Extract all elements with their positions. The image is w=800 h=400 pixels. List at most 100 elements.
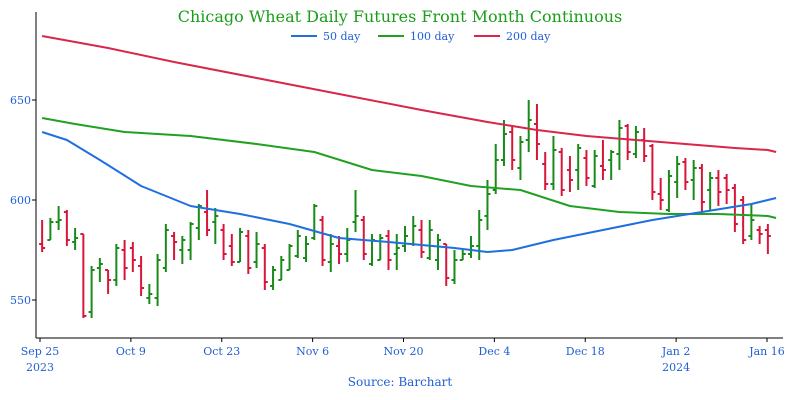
ohlc-bar (187, 222, 194, 260)
ma50-line (41, 131, 777, 253)
ohlc-bar (731, 184, 738, 232)
ohlc-bar (55, 206, 62, 230)
ohlc-bar (327, 234, 334, 272)
source-label: Source: Barchart (348, 375, 453, 389)
ohlc-bar (624, 124, 631, 160)
ohlc-bar (171, 232, 178, 260)
legend-item-ma100: 100 day (378, 30, 455, 43)
x-tick-label: Nov 6 (296, 345, 329, 358)
x-tick-label: Jan 2 (661, 345, 691, 358)
ma100-line (41, 117, 777, 219)
ohlc-bar (657, 178, 664, 210)
ohlc-bar (764, 224, 771, 254)
ohlc-bar (558, 148, 565, 196)
y-tick-label: 600 (10, 194, 31, 207)
legend-label: 100 day (410, 30, 455, 43)
ohlc-bar (649, 144, 656, 200)
ohlc-bar (500, 120, 507, 166)
ohlc-bar (748, 204, 755, 240)
x-axis-ticks: Sep 25 2023 Oct 9 Oct 23 Nov 6 Nov 20 Dec 4 Dec… (21, 338, 785, 374)
ohlc-bar (369, 234, 376, 266)
ohlc-bar (96, 258, 103, 282)
ohlc-bar (393, 234, 400, 270)
x-tick-year-label: 2024 (662, 361, 690, 374)
ohlc-bar (105, 269, 112, 294)
ohlc-bar (566, 156, 573, 192)
ohlc-bar (690, 160, 697, 200)
ohlc-bar (682, 158, 689, 190)
ohlc-bar (129, 242, 136, 272)
ohlc-bar (418, 220, 425, 258)
ohlc-bar (616, 120, 623, 170)
legend-item-ma50: 50 day (291, 30, 361, 43)
ohlc-bar (459, 250, 466, 261)
ohlc-bar (756, 226, 763, 244)
legend-item-ma200: 200 day (474, 30, 551, 43)
y-axis-ticks: 550 600 650 (10, 94, 36, 307)
x-tick-label: Oct 23 (203, 345, 240, 358)
ohlc-bar (72, 228, 79, 250)
ohlc-bar (286, 244, 293, 271)
ohlc-bar (162, 224, 169, 272)
ohlc-bar (253, 232, 260, 268)
ohlc-bar (525, 100, 532, 152)
ohlc-bar (360, 216, 367, 260)
ohlc-bar (270, 266, 277, 290)
x-tick-label: Sep 25 (21, 345, 60, 358)
x-tick-label: Nov 20 (384, 345, 424, 358)
ohlc-bar (377, 234, 384, 261)
ohlc-bar (575, 144, 582, 190)
plot-area: 550 600 650 Sep 25 2023 Oct 9 Oct 23 Nov 6 Nov … (10, 12, 785, 374)
ohlc-bar (467, 236, 474, 258)
ohlc-bar (113, 244, 120, 286)
ohlc-bar (352, 190, 359, 232)
ohlc-bar (278, 256, 285, 281)
ohlc-bar (698, 164, 705, 212)
ohlc-bar (63, 210, 70, 246)
ohlc-bar (723, 174, 730, 204)
ohlc-bar (212, 208, 219, 244)
ohlc-bar (426, 220, 433, 260)
ohlc-bar (294, 230, 301, 258)
ohlc-bar (740, 196, 747, 244)
ohlc-bar (154, 254, 161, 306)
ohlc-bar (237, 228, 244, 263)
ohlc-bar (665, 170, 672, 212)
ohlc-bar (121, 240, 128, 280)
ohlc-bar (707, 172, 714, 210)
legend-label: 50 day (323, 30, 361, 43)
ohlc-bar (476, 210, 483, 260)
ohlc-bar (533, 104, 540, 160)
ma200-line (41, 35, 777, 153)
x-tick-year-label: 2023 (26, 361, 54, 374)
x-tick-label: Jan 16 (748, 345, 785, 358)
ohlc-bar (542, 152, 549, 190)
ohlc-bar (632, 126, 639, 158)
ohlc-bar (228, 234, 235, 266)
ohlc-bar (204, 190, 211, 236)
ohlc-bar (344, 228, 351, 262)
ohlc-bar (583, 150, 590, 186)
ohlc-bar (443, 243, 450, 286)
ohlc-bar (80, 233, 87, 318)
ohlc-bar (195, 204, 202, 240)
x-tick-label: Dec 18 (566, 345, 605, 358)
ohlc-bar (599, 140, 606, 180)
ohlc-bar (220, 224, 227, 260)
ohlc-bar (641, 128, 648, 162)
ohlc-bar (146, 284, 153, 304)
ohlc-bar (492, 144, 499, 194)
ohlc-bar (88, 266, 95, 318)
ohlc-bar (319, 216, 326, 266)
ohlc-bar (550, 136, 557, 190)
chart-title: Chicago Wheat Daily Futures Front Month … (178, 7, 623, 26)
ohlc-bar (402, 226, 408, 252)
x-tick-label: Dec 4 (478, 345, 510, 358)
ohlc-bar (336, 236, 343, 264)
ohlc-bar (385, 230, 392, 270)
ohlc-bar (517, 136, 524, 180)
ohlc-bar (608, 150, 615, 180)
ohlc-bar (674, 156, 681, 198)
ohlc-bar (303, 236, 310, 262)
